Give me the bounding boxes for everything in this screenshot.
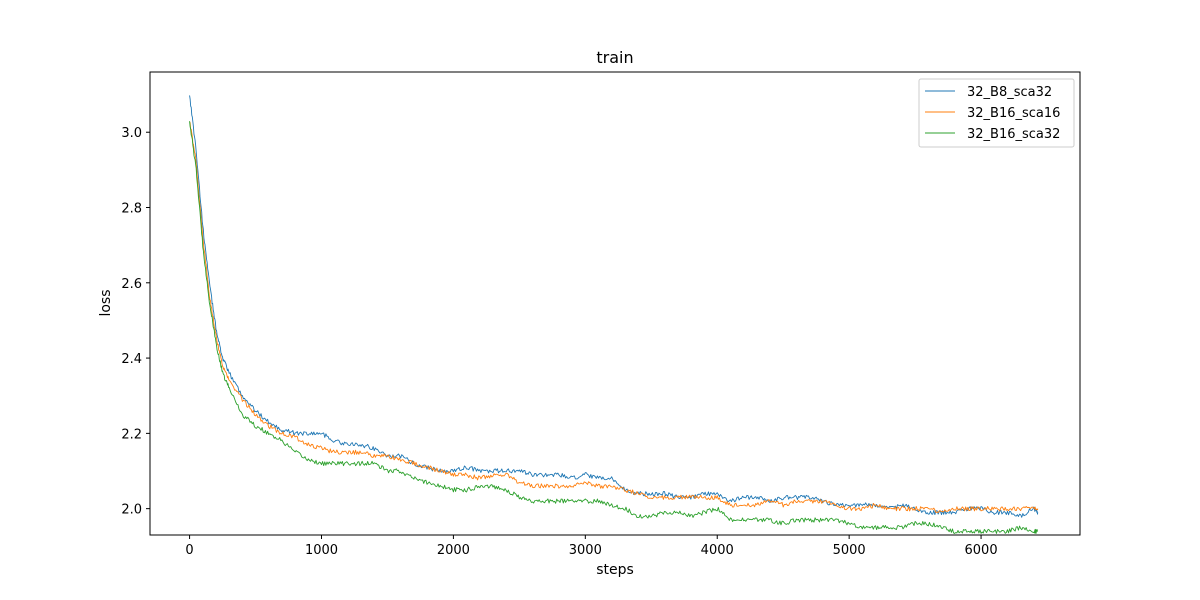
legend-entries: 32_B8_sca32 32_B16_sca16 32_B16_sca32: [925, 85, 1060, 142]
legend-label-32_B16_sca16: 32_B16_sca16: [967, 106, 1060, 121]
plot-area: [149, 71, 1081, 536]
x-tick-label: 2000: [437, 543, 470, 558]
series-line-32_B16_sca32: [189, 121, 1038, 534]
x-tick-label: 6000: [965, 543, 998, 558]
y-tick-label: 2.2: [121, 427, 142, 442]
y-axis-label: loss: [98, 289, 114, 316]
legend: 32_B8_sca32 32_B16_sca16 32_B16_sca32: [918, 78, 1075, 148]
legend-box: [918, 78, 1075, 148]
x-tick-label: 3000: [569, 543, 602, 558]
y-axis-ticks: 2.0 2.2 2.4 2.6 2.8 3.0: [121, 126, 150, 518]
y-tick-label: 2.6: [121, 277, 142, 292]
y-tick-label: 2.4: [121, 352, 142, 367]
x-axis-label: steps: [596, 562, 634, 578]
series-layer: [189, 95, 1039, 534]
y-tick-label: 2.0: [121, 503, 142, 518]
series-line-32_B16_sca16: [189, 121, 1039, 513]
series-line-32_B8_sca32: [189, 95, 1039, 518]
legend-label-32_B16_sca32: 32_B16_sca32: [967, 127, 1060, 142]
x-tick-label: 4000: [701, 543, 734, 558]
y-tick-label: 2.8: [121, 202, 142, 217]
legend-label-32_B8_sca32: 32_B8_sca32: [967, 85, 1052, 100]
axes-frame: [149, 71, 1081, 536]
x-tick-label: 1000: [305, 543, 338, 558]
x-tick-label: 5000: [833, 543, 866, 558]
y-tick-label: 3.0: [121, 126, 142, 141]
chart-title: train: [596, 48, 633, 67]
x-tick-label: 0: [185, 543, 193, 558]
x-axis-ticks: 0 1000 2000 3000 4000 5000 6000: [185, 535, 998, 558]
